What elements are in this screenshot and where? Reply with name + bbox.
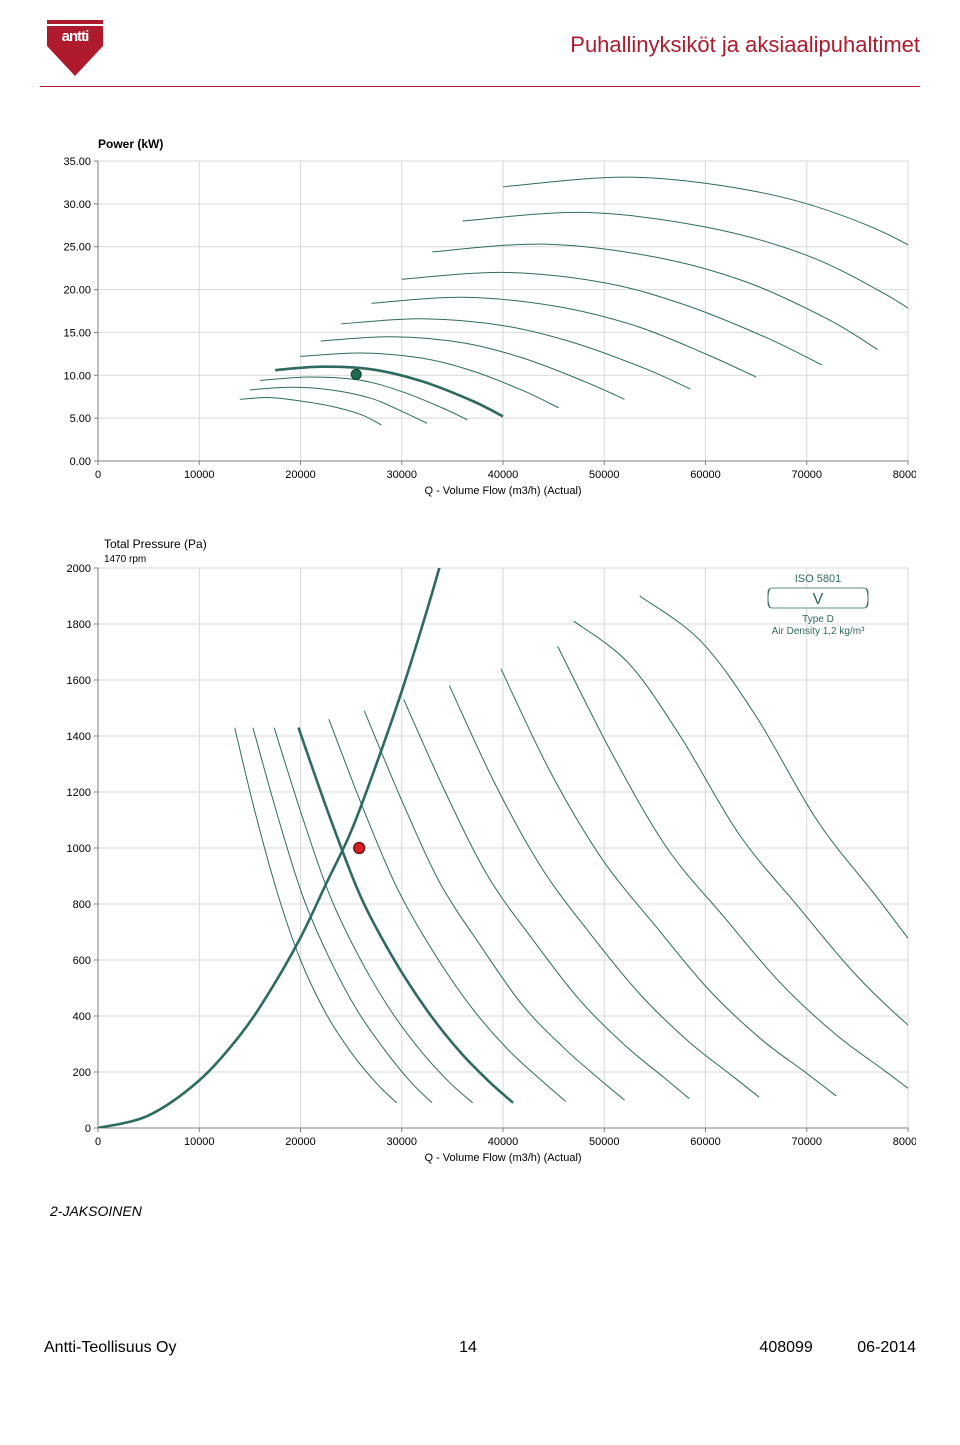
- svg-text:30000: 30000: [386, 469, 417, 481]
- svg-text:Air Density 1,2 kg/m³: Air Density 1,2 kg/m³: [772, 626, 865, 637]
- svg-text:20000: 20000: [285, 1136, 316, 1148]
- page-footer: Antti-Teollisuus Oy 14 408099 06-2014: [40, 1339, 920, 1357]
- header-divider: [40, 86, 920, 87]
- pressure-chart: 0200400600800100012001400160018002000010…: [50, 536, 920, 1173]
- svg-text:2000: 2000: [67, 563, 91, 575]
- svg-text:0: 0: [85, 1123, 91, 1135]
- svg-text:10.00: 10.00: [63, 370, 91, 382]
- page-title: Puhallinyksiköt ja aksiaalipuhaltimet: [570, 32, 920, 58]
- svg-text:80000: 80000: [893, 1136, 916, 1148]
- svg-text:400: 400: [73, 1011, 91, 1023]
- svg-text:70000: 70000: [791, 469, 822, 481]
- svg-text:25.00: 25.00: [63, 242, 91, 254]
- svg-text:0: 0: [95, 1136, 101, 1148]
- svg-text:antti: antti: [62, 28, 89, 45]
- footer-doc-code: 408099: [759, 1339, 812, 1356]
- power-chart: Power (kW) 0.00 5.00 10.00 15.00 20.00 25.00 3…: [50, 137, 920, 506]
- svg-text:ISO 5801: ISO 5801: [795, 573, 841, 585]
- svg-text:5.00: 5.00: [70, 413, 91, 425]
- svg-text:60000: 60000: [690, 1136, 721, 1148]
- svg-text:600: 600: [73, 955, 91, 967]
- svg-text:10000: 10000: [184, 1136, 215, 1148]
- svg-text:35.00: 35.00: [63, 156, 91, 168]
- svg-text:40000: 40000: [488, 1136, 519, 1148]
- svg-text:Q - Volume Flow (m3/h) (Actual: Q - Volume Flow (m3/h) (Actual): [424, 1152, 581, 1164]
- footer-doc-date: 06-2014: [857, 1339, 916, 1356]
- svg-text:Type D: Type D: [802, 614, 834, 625]
- svg-text:1470 rpm: 1470 rpm: [104, 554, 146, 565]
- footer-company: Antti-Teollisuus Oy: [44, 1339, 177, 1357]
- svg-text:1200: 1200: [67, 787, 91, 799]
- svg-text:50000: 50000: [589, 469, 620, 481]
- svg-text:0: 0: [95, 469, 101, 481]
- svg-text:60000: 60000: [690, 469, 721, 481]
- svg-text:1600: 1600: [67, 675, 91, 687]
- svg-text:200: 200: [73, 1067, 91, 1079]
- power-chart-title: Power (kW): [98, 137, 920, 151]
- svg-text:0.00: 0.00: [70, 456, 91, 468]
- svg-text:80000: 80000: [893, 469, 916, 481]
- svg-text:20.00: 20.00: [63, 285, 91, 297]
- svg-text:50000: 50000: [589, 1136, 620, 1148]
- svg-text:30000: 30000: [386, 1136, 417, 1148]
- svg-text:15.00: 15.00: [63, 327, 91, 339]
- variant-label: 2-JAKSOINEN: [50, 1203, 920, 1219]
- svg-text:Total Pressure (Pa): Total Pressure (Pa): [104, 537, 207, 551]
- svg-text:V: V: [813, 591, 824, 608]
- svg-text:800: 800: [73, 899, 91, 911]
- footer-page-number: 14: [459, 1339, 477, 1357]
- svg-text:1800: 1800: [67, 619, 91, 631]
- svg-text:Q - Volume Flow (m3/h) (Actual: Q - Volume Flow (m3/h) (Actual): [424, 485, 581, 497]
- svg-text:40000: 40000: [488, 469, 519, 481]
- svg-text:70000: 70000: [791, 1136, 822, 1148]
- svg-text:10000: 10000: [184, 469, 215, 481]
- brand-logo: antti: [40, 20, 110, 80]
- svg-text:1400: 1400: [67, 731, 91, 743]
- svg-text:20000: 20000: [285, 469, 316, 481]
- svg-text:1000: 1000: [67, 843, 91, 855]
- svg-text:30.00: 30.00: [63, 199, 91, 211]
